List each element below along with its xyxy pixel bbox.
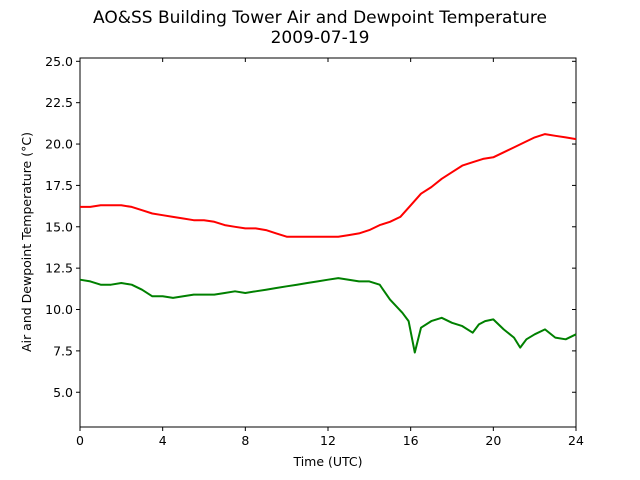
y-axis-label: Air and Dewpoint Temperature (°C) bbox=[19, 132, 34, 352]
series-line-1 bbox=[79, 277, 577, 354]
x-tick-label: 0 bbox=[76, 433, 84, 448]
x-tick-label: 12 bbox=[320, 433, 336, 448]
x-tick-label: 24 bbox=[568, 433, 584, 448]
y-tick-label: 20.0 bbox=[45, 137, 73, 152]
x-tick-label: 4 bbox=[159, 433, 167, 448]
y-tick-label: 10.0 bbox=[45, 302, 73, 317]
series-line-0 bbox=[80, 133, 577, 238]
y-tick-label: 7.5 bbox=[53, 343, 73, 358]
series-lines bbox=[79, 133, 577, 354]
y-tick-label: 12.5 bbox=[45, 261, 73, 276]
x-axis: 0 4 8 12 16 20 24 bbox=[76, 58, 584, 448]
y-tick-label: 5.0 bbox=[53, 385, 73, 400]
chart-title: AO&SS Building Tower Air and Dewpoint Te… bbox=[92, 8, 547, 28]
y-tick-label: 22.5 bbox=[45, 95, 73, 110]
y-tick-label: 25.0 bbox=[45, 54, 73, 69]
x-axis-label: Time (UTC) bbox=[292, 454, 362, 469]
plot-frame bbox=[79, 57, 577, 428]
y-axis: 5.0 7.5 10.0 12.5 15.0 17.5 20.0 22.5 25.0 bbox=[45, 54, 576, 400]
x-tick-label: 16 bbox=[403, 433, 419, 448]
y-tick-label: 17.5 bbox=[45, 178, 73, 193]
x-tick-label: 8 bbox=[241, 433, 249, 448]
x-tick-label: 20 bbox=[485, 433, 501, 448]
chart-subtitle: 2009-07-19 bbox=[270, 28, 370, 48]
y-tick-label: 15.0 bbox=[45, 219, 73, 234]
